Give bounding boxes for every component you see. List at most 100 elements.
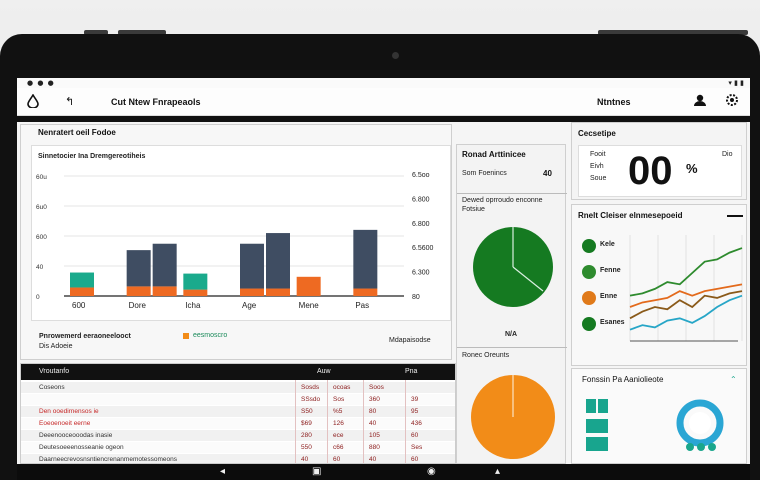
kpi-label3: Soue — [590, 175, 607, 182]
x-tick-label: Icha — [185, 301, 201, 310]
pie-caption: N/A — [505, 331, 518, 338]
metrics-sub: Dewed oprroudo enconne — [462, 197, 543, 204]
legend-label: Enne — [600, 293, 618, 300]
icons-panel: Fonssin Pa Aaniolieote ⌃ — [571, 368, 747, 464]
bar — [353, 229, 378, 289]
bar-footer-left: Pnrowemerd eeraoneelooct — [39, 333, 131, 340]
user-icon[interactable] — [693, 93, 707, 111]
circle-icon[interactable]: ◉ — [427, 466, 436, 477]
kpi-side: Dio — [722, 151, 733, 158]
back-icon[interactable]: ◂ — [220, 466, 226, 477]
bar — [152, 286, 177, 296]
metrics-sub2: Fotsiue — [462, 206, 485, 213]
table-cell: Deutesoeeenosseanie ogeon — [39, 444, 124, 451]
kpi-unit: % — [686, 161, 698, 176]
pie-caption2: Ronec Oreunts — [462, 352, 510, 359]
green-pie-chart — [473, 227, 553, 307]
metrics-panel: Ronad Arttinicee Som Foenincs 40 Dewed o… — [456, 144, 567, 464]
table-cell: Coseons — [39, 384, 65, 391]
drop-icon[interactable] — [27, 93, 39, 112]
y-tick-label-right: 6.5oo — [412, 172, 430, 179]
table-header: Vroutanfo Auw Pna — [21, 364, 455, 380]
y-tick-label: 40 — [36, 264, 44, 271]
status-dots: ● ● ● — [27, 79, 55, 87]
data-table: Vroutanfo Auw Pna Coseons Sosds ocoas Soos S… — [20, 363, 456, 464]
app-title: Cut Ntew Fnrapeaols — [111, 97, 201, 107]
app-bar: ↰ Cut Ntew Fnrapeaols Ntntnes — [17, 88, 750, 116]
dot-icon — [582, 317, 596, 331]
line-series — [629, 247, 743, 297]
metrics-title: Ronad Arttinicee — [462, 150, 526, 159]
y-tick-label-right: 6.800 — [412, 221, 430, 228]
table-cell: 95 — [411, 408, 419, 415]
table-cell: 880 — [369, 444, 380, 451]
flame-icon — [582, 291, 596, 305]
table-row[interactable]: Deutesoeeenosseanie ogeon 550 c66 880 Ses — [21, 442, 455, 453]
tablet-button — [118, 30, 166, 35]
legend-swatch — [183, 333, 189, 339]
leaf-icon — [582, 239, 596, 253]
table-row[interactable]: Coseons Sosds ocoas Soos — [21, 382, 455, 393]
table-cell: 40 — [301, 456, 309, 463]
square-icon — [586, 437, 608, 451]
bar — [240, 288, 264, 296]
table-cell: SSsdo — [301, 396, 321, 403]
bar — [70, 287, 94, 296]
table-cell: 40 — [369, 420, 377, 427]
table-row[interactable]: SSsdo Sos 360 39 — [21, 394, 455, 405]
table-cell: Sosds — [301, 384, 320, 391]
table-header-cell: Pna — [405, 368, 418, 375]
table-cell: %5 — [333, 408, 343, 415]
y-tick-label: 6u0 — [36, 204, 47, 211]
bar — [353, 288, 378, 296]
bar — [152, 243, 177, 287]
y-tick-label: 60u — [36, 174, 47, 181]
bar-chart-area: Sinnetocier Ina Dremgereotiheis 60u 6u0 60… — [31, 145, 451, 321]
settings-icon[interactable] — [725, 93, 739, 111]
table-cell: S50 — [301, 408, 313, 415]
status-icons: ▾ ▮ ▮ — [728, 79, 744, 87]
kpi-value: 00 — [628, 149, 673, 193]
table-row[interactable]: Eoeoenoeit eerne $69 126 40 436 — [21, 418, 455, 429]
tablet-button — [84, 30, 108, 35]
table-cell: 550 — [301, 444, 312, 451]
table-cell: 39 — [411, 396, 419, 403]
table-cell: 60 — [411, 456, 419, 463]
line-chart — [629, 235, 743, 342]
table-cell: $69 — [301, 420, 312, 427]
bar — [296, 276, 321, 296]
trend-icon[interactable]: ⌃ — [730, 375, 737, 384]
table-row[interactable]: Den ooedirnensos ie S50 %5 80 95 — [21, 406, 455, 417]
table-header-cell: Vroutanfo — [39, 368, 70, 375]
icons-panel-title: Fonssin Pa Aaniolieote — [582, 375, 664, 384]
table-cell: Sos — [333, 396, 345, 403]
legend-item: Kele — [580, 237, 630, 257]
table-cell: c66 — [333, 444, 344, 451]
back-button[interactable]: ↰ — [65, 96, 75, 108]
bar — [126, 250, 151, 287]
bar-footer-left2: Dis Adoeie — [39, 343, 73, 350]
table-cell: Ses — [411, 444, 423, 451]
table-row[interactable]: Deeenooceooodas inasie 280 ece 105 60 — [21, 430, 455, 441]
donut-ring — [676, 399, 724, 447]
x-tick-label: 600 — [72, 301, 86, 310]
home-icon[interactable]: ▣ — [312, 466, 322, 477]
y-tick-label-right: 6.5600 — [412, 245, 434, 252]
header-band — [17, 116, 750, 122]
bar-chart: 60u 6u0 600 40 0 6.5oo 6.800 6.800 6.5600 6.300 80… — [36, 172, 434, 310]
legend-item: Enne — [580, 289, 630, 309]
bar — [183, 273, 208, 290]
recent-icon[interactable]: ▴ — [495, 466, 501, 477]
kpi-title: Cecsetipe — [578, 129, 616, 138]
metrics-row-label: Som Foenincs — [462, 170, 507, 177]
tablet-button — [598, 30, 748, 35]
y-tick-label-right: 80 — [412, 294, 420, 301]
kpi-panel: Cecsetipe Fooit Eivh Soue 00 % Dio — [571, 122, 747, 200]
table-cell: 80 — [369, 408, 377, 415]
table-cell: ocoas — [333, 384, 351, 391]
table-cell: Eoeoenoeit eerne — [39, 420, 91, 427]
table-row[interactable]: Daarneecrevosnsntiencrenanmemotessomeons… — [21, 454, 455, 463]
status-bar: ● ● ● ▾ ▮ ▮ — [17, 78, 750, 88]
bar-chart-subtitle: Sinnetocier Ina Dremgereotiheis — [38, 153, 146, 160]
table-cell: 280 — [301, 432, 312, 439]
